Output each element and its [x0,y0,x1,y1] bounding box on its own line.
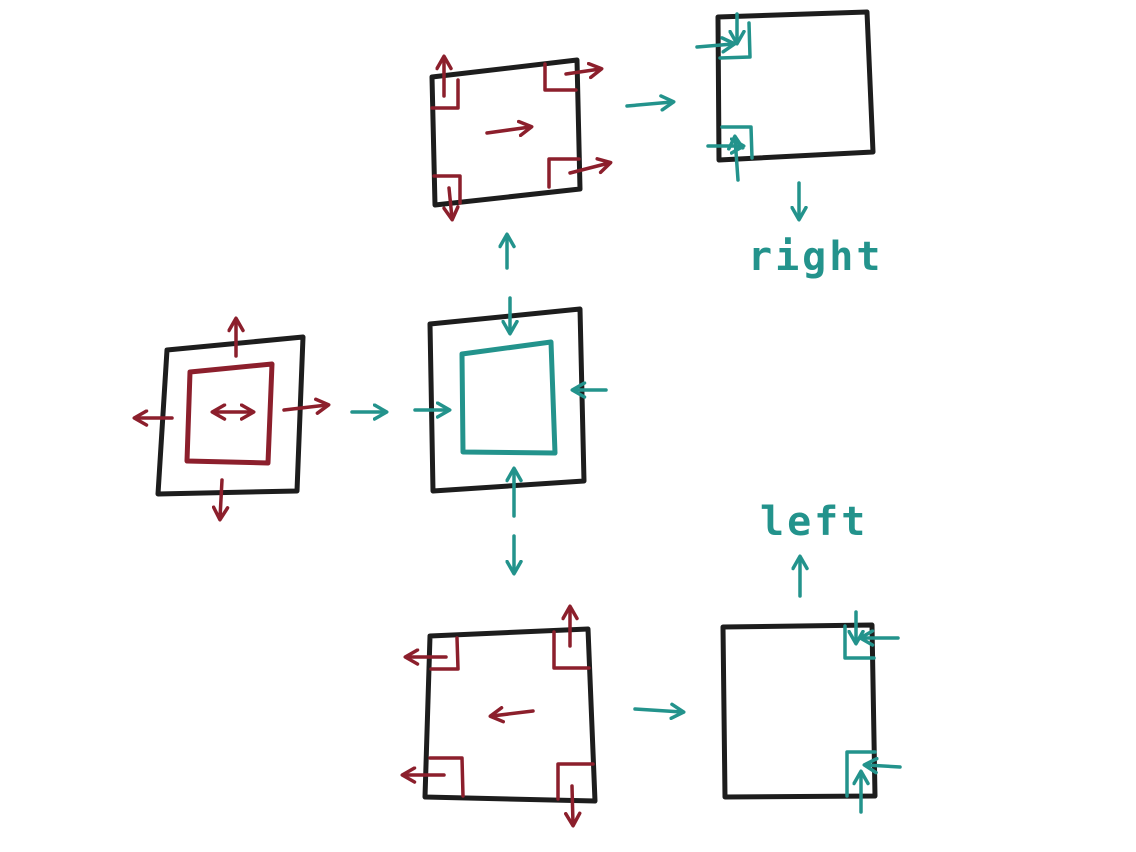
right-corner-top-arrow-right [695,36,737,54]
right-label: right [748,234,883,280]
left-label: left [760,499,868,545]
left-result-box [720,622,878,800]
bottom-corner-br-arrow [563,784,582,828]
top-corner-br [547,157,581,189]
left-corner-bottom [845,750,877,798]
right-result-group [695,9,876,182]
top-corner-tr-arrow [564,61,604,80]
top-corner-bl [432,174,462,205]
top-outer-box [429,57,583,208]
initial-box-group [132,316,331,522]
flow-arrow-bottom-to-left-result [633,702,686,721]
bottom-center-left-arrow [488,706,535,724]
left-corner-top [843,624,876,660]
top-center-right-arrow [485,119,534,138]
top-corner-bl-arrow [442,186,460,222]
bottom-outer-box [422,626,598,804]
top-box-group [429,54,613,222]
right-corner-top [718,21,752,60]
middle-inner-box [459,339,558,456]
initial-inner-box [184,361,275,466]
bottom-corner-bl [428,756,465,798]
expand-down-arrow [211,478,230,522]
bottom-corner-tl [429,636,460,671]
left-corner-bottom-arrow-left [862,756,902,775]
middle-box-group [413,296,608,518]
right-corner-bottom-arrow-up [727,134,745,182]
right-corner-bottom [720,125,754,160]
initial-outer-box [155,334,306,497]
expand-right-arrow [282,397,331,415]
left-result-group [720,610,902,814]
bottom-corner-br [556,762,595,801]
top-corner-tr [543,62,578,92]
bottom-corner-tr [552,630,591,670]
middle-outer-box [427,306,587,494]
top-corner-tl [430,78,460,110]
flow-arrow-top-to-right [625,94,676,112]
bottom-box-group [400,604,598,828]
right-result-box [715,9,876,163]
top-corner-br-arrow [568,157,613,175]
